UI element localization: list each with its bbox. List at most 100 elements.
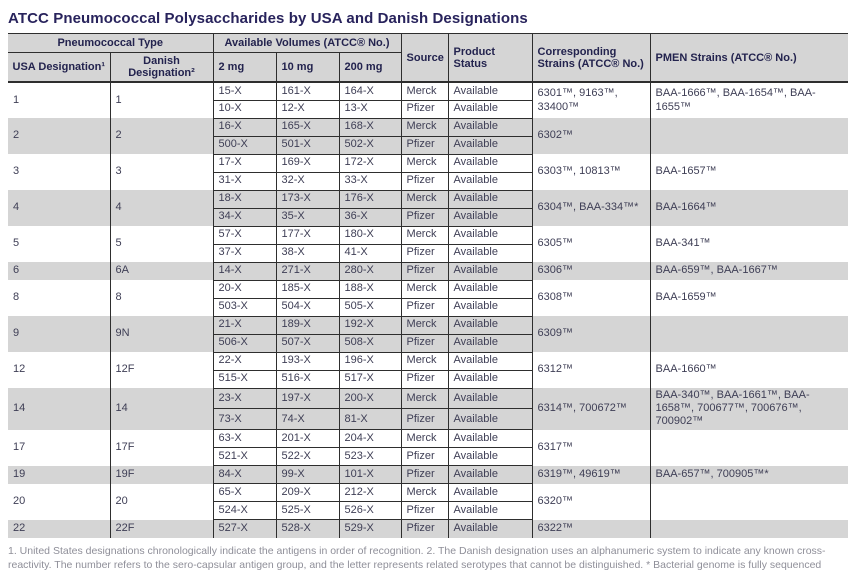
table-row: 34-X 35-X 36-X Pfizer Available xyxy=(8,208,848,227)
usa-designation-cell: 9 xyxy=(8,316,110,352)
table-row: 521-X 522-X 523-X Pfizer Available xyxy=(8,447,848,467)
pmen-strains-cell: BAA-341™ xyxy=(649,226,849,262)
header-corresponding-strains: Corresponding Strains (ATCC® No.) xyxy=(531,33,651,83)
pmen-strains-cell xyxy=(649,483,849,520)
volume-10mg-cell: 525-X xyxy=(275,501,339,521)
pmen-strains-cell: BAA-657™, 700905™* xyxy=(649,465,849,484)
corresponding-strains-cell: 6314™, 700672™ xyxy=(531,388,651,430)
danish-designation-cell: 12F xyxy=(109,352,213,388)
table-row: 5 5 57-X 177-X 180-X Merck Available 6305™ BAA-3… xyxy=(8,226,849,262)
table-row: 506-X 507-X 508-X Pfizer Available xyxy=(8,334,848,353)
header-danish-designation: Danish Designation² xyxy=(109,52,213,83)
volume-10mg-cell: 12-X xyxy=(275,100,339,119)
volume-2mg-cell: 524-X xyxy=(212,501,276,521)
header-source: Source xyxy=(400,33,449,83)
usa-designation-cell: 3 xyxy=(13,165,20,178)
source-cell: Merck xyxy=(400,154,449,173)
volume-10mg-cell: 161-X xyxy=(275,82,339,101)
table-row: 3 3 17-X 169-X 172-X Merck Available 6303™, 108… xyxy=(8,154,849,190)
volume-200mg-cell: 33-X xyxy=(338,172,402,191)
table-row: 10-X 12-X 13-X Pfizer Available xyxy=(8,100,848,119)
volume-2mg-cell: 22-X xyxy=(212,352,276,371)
volume-2mg-cell: 34-X xyxy=(212,208,276,227)
header-row-columns: USA Designation¹ Danish Designation² 2 m… xyxy=(8,52,848,83)
volume-10mg-cell: 197-X xyxy=(275,388,339,410)
volume-200mg-cell: 176-X xyxy=(338,190,402,209)
table-row: 37-X 38-X 41-X Pfizer Available xyxy=(8,244,848,263)
table-row: 2 2 16-X 165-X 168-X Merck Available 6302™ xyxy=(8,118,849,154)
volume-10mg-cell: 32-X xyxy=(275,172,339,191)
volume-200mg-cell: 526-X xyxy=(338,501,402,521)
table-row: 12 12F 22-X 193-X 196-X Merck Available 6312™ BA… xyxy=(8,352,849,388)
pmen-strains-cell xyxy=(649,316,849,352)
source-cell: Pfizer xyxy=(400,244,449,263)
source-cell: Merck xyxy=(400,352,449,371)
source-cell: Pfizer xyxy=(400,408,449,431)
source-cell: Merck xyxy=(400,82,449,101)
header-usa-designation: USA Designation¹ xyxy=(8,52,110,83)
header-row-groups: Pneumococcal Type Available Volumes (ATC… xyxy=(8,33,849,83)
corresponding-strains-cell: 6317™ xyxy=(531,429,651,466)
volume-10mg-cell: 169-X xyxy=(275,154,339,173)
table-row: 22 22F 527-X 528-X 529-X Pfizer Available 6322™ xyxy=(8,519,849,538)
status-cell: Available xyxy=(447,154,533,173)
pmen-strains-cell: BAA-1660™ xyxy=(649,352,849,388)
source-cell: Pfizer xyxy=(400,262,449,281)
volume-10mg-cell: 177-X xyxy=(275,226,339,245)
volume-2mg-cell: 15-X xyxy=(212,82,276,101)
corresponding-strains-cell: 6312™ xyxy=(531,352,651,388)
usa-designation-cell: 1 xyxy=(13,93,20,106)
volume-200mg-cell: 200-X xyxy=(338,388,402,410)
status-cell: Available xyxy=(447,352,533,371)
corresponding-strains-cell: 6319™, 49619™ xyxy=(531,465,651,484)
volume-200mg-cell: 280-X xyxy=(338,262,402,281)
volume-2mg-cell: 506-X xyxy=(212,334,276,353)
usa-designation-cell: 6 xyxy=(8,262,110,280)
corresponding-strains-cell: 6303™, 10813™ xyxy=(531,154,651,190)
source-cell: Merck xyxy=(400,226,449,245)
pmen-strains-cell xyxy=(649,118,849,154)
volume-2mg-cell: 10-X xyxy=(212,100,276,119)
status-cell: Available xyxy=(447,316,533,335)
status-cell: Available xyxy=(447,280,533,299)
volume-2mg-cell: 17-X xyxy=(212,154,276,173)
pmen-strains-cell xyxy=(649,429,849,466)
table-header: Pneumococcal Type Available Volumes (ATC… xyxy=(8,33,849,83)
table-row: 20 20 65-X 209-X 212-X Merck Available 6320™ xyxy=(8,483,849,520)
status-cell: Available xyxy=(447,226,533,245)
page-title: ATCC Pneumococcal Polysaccharides by USA… xyxy=(8,10,528,27)
danish-designation-cell: 14 xyxy=(109,388,213,430)
pmen-strains-cell xyxy=(649,519,849,538)
danish-designation-cell: 9N xyxy=(109,316,213,352)
volume-2mg-cell: 73-X xyxy=(212,408,276,431)
status-cell: Available xyxy=(447,447,533,467)
volume-200mg-cell: 196-X xyxy=(338,352,402,371)
corresponding-strains-cell: 6302™ xyxy=(531,118,651,154)
source-cell: Merck xyxy=(400,429,449,449)
volume-200mg-cell: 172-X xyxy=(338,154,402,173)
volume-10mg-cell: 507-X xyxy=(275,334,339,353)
volume-10mg-cell: 501-X xyxy=(275,136,339,155)
table-row: 515-X 516-X 517-X Pfizer Available xyxy=(8,370,848,389)
volume-2mg-cell: 21-X xyxy=(212,316,276,335)
volume-10mg-cell: 74-X xyxy=(275,408,339,431)
volume-2mg-cell: 57-X xyxy=(212,226,276,245)
table-row: 31-X 32-X 33-X Pfizer Available xyxy=(8,172,848,191)
status-cell: Available xyxy=(447,429,533,449)
usa-designation-cell: 22 xyxy=(8,519,110,538)
source-cell: Pfizer xyxy=(400,447,449,467)
volume-10mg-cell: 201-X xyxy=(275,429,339,449)
table-row: 503-X 504-X 505-X Pfizer Available xyxy=(8,298,848,317)
volume-2mg-cell: 527-X xyxy=(212,519,276,538)
pneumococcal-table: Pneumococcal Type Available Volumes (ATC… xyxy=(8,33,849,538)
corresponding-strains-cell: 6304™, BAA-334™* xyxy=(531,190,651,226)
status-cell: Available xyxy=(447,483,533,503)
status-cell: Available xyxy=(447,172,533,191)
volume-200mg-cell: 529-X xyxy=(338,519,402,538)
source-cell: Merck xyxy=(400,483,449,503)
header-available-volumes: Available Volumes (ATCC® No.) xyxy=(212,33,402,53)
danish-designation-cell: 17F xyxy=(109,429,213,466)
usa-designation-cell: 17 xyxy=(13,440,26,453)
table-row: 73-X 74-X 81-X Pfizer Available xyxy=(8,408,848,431)
volume-2mg-cell: 503-X xyxy=(212,298,276,317)
